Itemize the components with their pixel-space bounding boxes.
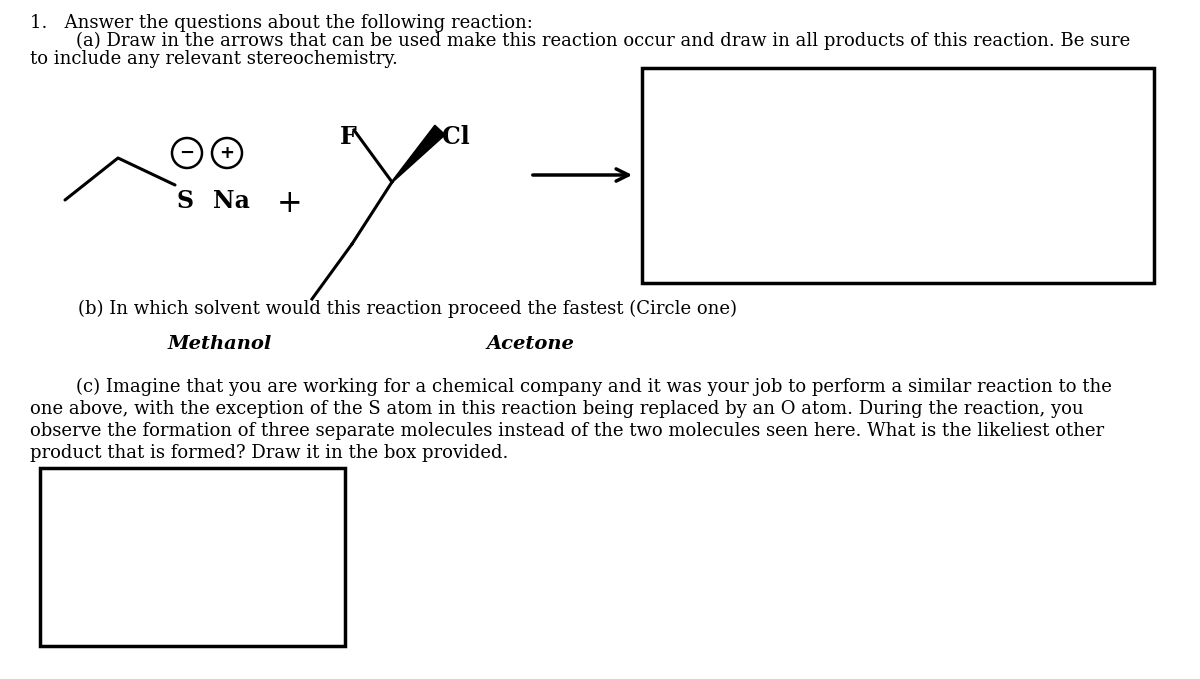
Text: one above, with the exception of the S atom in this reaction being replaced by a: one above, with the exception of the S a… bbox=[30, 400, 1084, 418]
Text: Na: Na bbox=[214, 189, 250, 213]
Text: to include any relevant stereochemistry.: to include any relevant stereochemistry. bbox=[30, 50, 398, 68]
Text: (b) In which solvent would this reaction proceed the fastest (Circle one): (b) In which solvent would this reaction… bbox=[55, 300, 737, 318]
Text: −: − bbox=[180, 144, 194, 162]
Bar bbox=[642, 68, 1154, 283]
Text: Acetone: Acetone bbox=[486, 335, 574, 353]
Text: 1.   Answer the questions about the following reaction:: 1. Answer the questions about the follow… bbox=[30, 14, 533, 32]
Text: (c) Imagine that you are working for a chemical company and it was your job to p: (c) Imagine that you are working for a c… bbox=[30, 378, 1112, 397]
Text: product that is formed? Draw it in the box provided.: product that is formed? Draw it in the b… bbox=[30, 444, 509, 462]
Text: observe the formation of three separate molecules instead of the two molecules s: observe the formation of three separate … bbox=[30, 422, 1104, 440]
Text: F: F bbox=[340, 125, 356, 149]
Text: Cl: Cl bbox=[442, 125, 469, 149]
Text: +: + bbox=[220, 144, 234, 162]
Text: Methanol: Methanol bbox=[168, 335, 272, 353]
Text: (a) Draw in the arrows that can be used make this reaction occur and draw in all: (a) Draw in the arrows that can be used … bbox=[30, 32, 1130, 50]
Text: +: + bbox=[277, 188, 302, 219]
Text: S: S bbox=[178, 189, 194, 213]
Polygon shape bbox=[391, 125, 445, 183]
Bar bbox=[40, 468, 346, 646]
